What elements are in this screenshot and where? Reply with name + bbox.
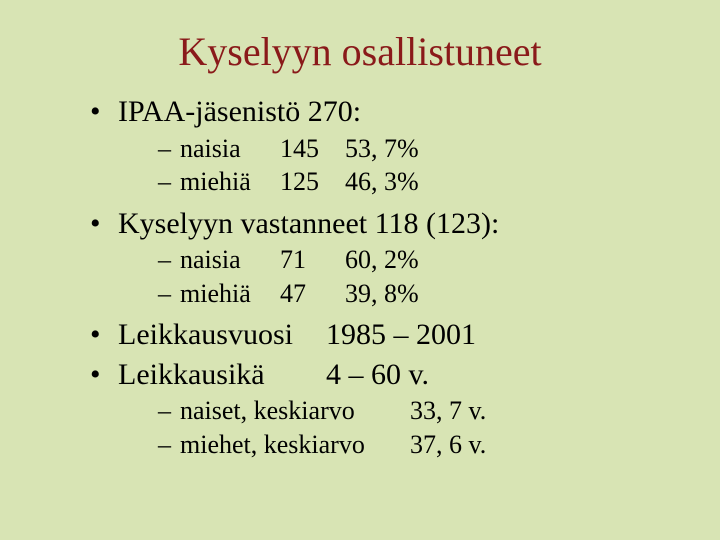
bullet-respondents: Kyselyyn vastanneet 118 (123): naisia 71… xyxy=(90,205,660,311)
label: Leikkausikä xyxy=(118,356,326,394)
ipaa-row-women: naisia 145 53, 7% xyxy=(158,133,660,166)
bullet-respondents-label: Kyselyyn vastanneet 118 (123): xyxy=(118,207,499,240)
respondents-sublist: naisia 71 60, 2% miehiä 47 39, 8% xyxy=(118,244,660,310)
pct: 53, 7% xyxy=(345,133,419,166)
ipaa-sublist: naisia 145 53, 7% miehiä 125 46, 3% xyxy=(118,133,660,199)
count: 125 xyxy=(280,166,345,199)
bullet-surgery-year: Leikkausvuosi 1985 – 2001 xyxy=(90,316,660,354)
slide: Kyselyyn osallistuneet IPAA-jäsenistö 27… xyxy=(0,0,720,540)
age-row-men: miehet, keskiarvo 37, 6 v. xyxy=(158,429,660,462)
slide-title: Kyselyyn osallistuneet xyxy=(60,28,660,75)
value: 37, 6 v. xyxy=(410,429,486,462)
label: naiset, keskiarvo xyxy=(180,395,410,428)
bullet-surgery-age: Leikkausikä 4 – 60 v. naiset, keskiarvo … xyxy=(90,356,660,462)
pct: 46, 3% xyxy=(345,166,419,199)
bullet-ipaa: IPAA-jäsenistö 270: naisia 145 53, 7% mi… xyxy=(90,93,660,199)
value: 33, 7 v. xyxy=(410,395,486,428)
count: 71 xyxy=(280,244,345,277)
count: 47 xyxy=(280,278,345,311)
label: miehiä xyxy=(180,278,280,311)
resp-row-women: naisia 71 60, 2% xyxy=(158,244,660,277)
label: Leikkausvuosi xyxy=(118,316,326,354)
age-row-women: naiset, keskiarvo 33, 7 v. xyxy=(158,395,660,428)
value: 1985 – 2001 xyxy=(326,316,476,354)
label: miehiä xyxy=(180,166,280,199)
ipaa-row-men: miehiä 125 46, 3% xyxy=(158,166,660,199)
label: naisia xyxy=(180,133,280,166)
bullet-ipaa-label: IPAA-jäsenistö 270: xyxy=(118,95,361,128)
count: 145 xyxy=(280,133,345,166)
bullet-list: IPAA-jäsenistö 270: naisia 145 53, 7% mi… xyxy=(60,93,660,461)
label: naisia xyxy=(180,244,280,277)
pct: 39, 8% xyxy=(345,278,419,311)
resp-row-men: miehiä 47 39, 8% xyxy=(158,278,660,311)
label: miehet, keskiarvo xyxy=(180,429,410,462)
value: 4 – 60 v. xyxy=(326,356,429,394)
surgery-age-sublist: naiset, keskiarvo 33, 7 v. miehet, keski… xyxy=(118,395,660,461)
pct: 60, 2% xyxy=(345,244,419,277)
